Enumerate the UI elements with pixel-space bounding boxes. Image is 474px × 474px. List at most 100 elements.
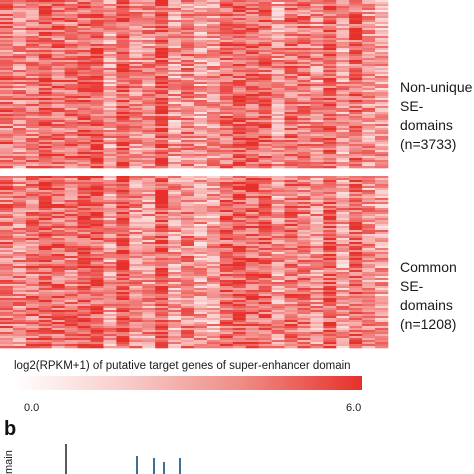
heatmap-cell bbox=[219, 306, 234, 309]
heatmap-cell bbox=[194, 270, 208, 273]
heatmap-cell bbox=[206, 108, 221, 111]
heatmap-cell bbox=[64, 262, 78, 265]
heatmap-cell bbox=[38, 140, 53, 143]
heatmap-cell bbox=[77, 340, 91, 343]
heatmap-cell bbox=[284, 208, 298, 211]
heatmap-cell bbox=[0, 276, 14, 279]
heatmap-cell bbox=[310, 66, 324, 69]
heatmap-cell bbox=[258, 146, 272, 149]
heatmap-cell bbox=[336, 74, 350, 77]
heatmap-cell bbox=[349, 6, 363, 9]
heatmap-cell bbox=[181, 16, 195, 19]
heatmap-cell bbox=[258, 96, 272, 99]
heatmap-cell bbox=[168, 58, 182, 61]
heatmap-cell bbox=[310, 202, 324, 205]
heatmap-cell bbox=[284, 286, 298, 289]
heatmap-cell bbox=[375, 58, 389, 61]
heatmap-cell bbox=[206, 286, 221, 289]
heatmap-cell bbox=[12, 184, 27, 187]
heatmap-cell bbox=[12, 120, 27, 123]
heatmap-cell bbox=[51, 210, 65, 213]
heatmap-cell bbox=[232, 248, 247, 251]
heatmap-cell bbox=[142, 256, 156, 259]
heatmap-cell bbox=[323, 118, 337, 121]
heatmap-cell bbox=[12, 256, 27, 259]
heatmap-cell bbox=[194, 178, 208, 181]
heatmap-cell bbox=[168, 28, 182, 31]
heatmap-cell bbox=[336, 228, 350, 231]
heatmap-cell bbox=[25, 114, 40, 117]
heatmap-cell bbox=[25, 112, 40, 115]
heatmap-cell bbox=[232, 302, 247, 305]
heatmap-cell bbox=[116, 56, 130, 59]
heatmap-cell bbox=[336, 328, 350, 331]
heatmap-cell bbox=[245, 116, 259, 119]
heatmap-cell bbox=[232, 18, 247, 21]
heatmap-cell bbox=[116, 52, 130, 55]
heatmap-cell bbox=[25, 312, 40, 315]
heatmap-cell bbox=[206, 80, 221, 83]
heatmap-cell bbox=[181, 278, 195, 281]
heatmap-cell bbox=[245, 42, 259, 45]
heatmap-cell bbox=[219, 324, 234, 327]
heatmap-cell bbox=[90, 44, 104, 47]
heatmap-cell bbox=[258, 332, 272, 335]
heatmap-cell bbox=[77, 316, 91, 319]
heatmap-cell bbox=[103, 230, 117, 233]
heatmap-cell bbox=[181, 210, 195, 213]
heatmap-cell bbox=[323, 138, 337, 141]
heatmap-cell bbox=[77, 308, 91, 311]
heatmap-cell bbox=[38, 246, 53, 249]
heatmap-cell bbox=[77, 188, 91, 191]
heatmap-cell bbox=[142, 126, 156, 129]
heatmap-cell bbox=[129, 324, 143, 327]
heatmap-cell bbox=[323, 244, 337, 247]
heatmap-cell bbox=[271, 232, 285, 235]
heatmap-cell bbox=[168, 312, 182, 315]
heatmap-cell bbox=[245, 266, 259, 269]
heatmap-cell bbox=[181, 56, 195, 59]
heatmap-cell bbox=[323, 68, 337, 71]
heatmap-cell bbox=[103, 272, 117, 275]
heatmap-cell bbox=[349, 46, 363, 49]
heatmap-cell bbox=[349, 290, 363, 293]
heatmap-cell bbox=[194, 180, 208, 183]
heatmap-cell bbox=[129, 338, 143, 341]
heatmap-cell bbox=[310, 16, 324, 19]
heatmap-cell bbox=[194, 222, 208, 225]
heatmap-cell bbox=[323, 106, 337, 109]
heatmap-cell bbox=[181, 186, 195, 189]
heatmap-cell bbox=[219, 296, 234, 299]
heatmap-cell bbox=[323, 164, 337, 167]
heatmap-cell bbox=[349, 78, 363, 81]
heatmap-cell bbox=[219, 144, 234, 147]
heatmap-cell bbox=[90, 38, 104, 41]
heatmap-cell bbox=[142, 136, 156, 139]
heatmap-cell bbox=[297, 82, 311, 85]
heatmap-cell bbox=[284, 66, 298, 69]
heatmap-cell bbox=[297, 24, 311, 27]
heatmap-cell bbox=[155, 204, 169, 207]
heatmap-cell bbox=[103, 216, 117, 219]
heatmap-cell bbox=[362, 96, 376, 99]
heatmap-cell bbox=[219, 264, 234, 267]
heatmap-cell bbox=[206, 216, 221, 219]
heatmap-cell bbox=[206, 42, 221, 45]
heatmap-cell bbox=[271, 204, 285, 207]
heatmap-cell bbox=[129, 232, 143, 235]
heatmap-cell bbox=[219, 72, 234, 75]
heatmap-cell bbox=[284, 216, 298, 219]
heatmap-cell bbox=[310, 42, 324, 45]
heatmap-cell bbox=[245, 322, 259, 325]
heatmap-cell bbox=[194, 100, 208, 103]
heatmap-cell bbox=[323, 26, 337, 29]
heatmap-cell bbox=[349, 68, 363, 71]
heatmap-cell bbox=[245, 166, 259, 169]
heatmap-cell bbox=[90, 104, 104, 107]
heatmap-cell bbox=[77, 178, 91, 181]
heatmap-cell bbox=[116, 340, 130, 343]
heatmap-cell bbox=[77, 76, 91, 79]
heatmap-cell bbox=[245, 226, 259, 229]
heatmap-cell bbox=[206, 48, 221, 51]
heatmap-cell bbox=[310, 92, 324, 95]
